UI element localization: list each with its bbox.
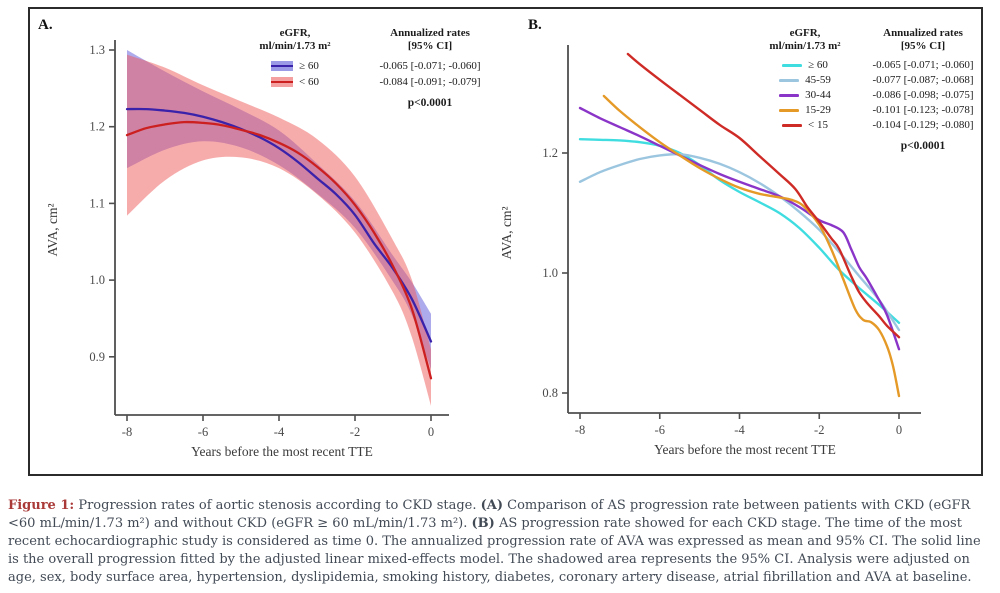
svg-text:0.8: 0.8 [542, 386, 558, 400]
legend-row: < 15 [750, 118, 860, 133]
color-swatch-line [271, 64, 294, 68]
caption-segment: (A) [480, 498, 504, 513]
legend-header-rates: Annualized rates [95% CI] [390, 27, 470, 52]
legend-row-label: ≥ 60 [299, 60, 319, 72]
legend-panel-a: eGFR, ml/min/1.73 m² Annualized rates [9… [230, 27, 500, 110]
caption-segment: Progression rates of aortic stenosis acc… [74, 498, 481, 513]
svg-text:1.0: 1.0 [89, 273, 105, 287]
caption-segment: (B) [471, 516, 495, 531]
panel-a-label: A. [38, 17, 53, 33]
svg-text:Years before the most recent T: Years before the most recent TTE [654, 442, 836, 457]
svg-text:1.1: 1.1 [89, 196, 105, 210]
svg-text:0: 0 [896, 423, 902, 437]
color-swatch [782, 124, 803, 127]
legend-row-value: -0.084 [-0.091; -0.079] [379, 76, 481, 88]
legend-row-label: ≥ 60 [808, 59, 828, 71]
svg-text:-8: -8 [122, 425, 132, 439]
legend-row: < 60 [230, 74, 360, 90]
legend-row-value: -0.077 [-0.087; -0.068] [872, 74, 974, 86]
color-swatch [782, 64, 803, 67]
legend-row-label: < 15 [808, 119, 828, 131]
svg-text:AVA, cm²: AVA, cm² [45, 203, 60, 256]
svg-text:-6: -6 [198, 425, 208, 439]
legend-row-label: 45-59 [805, 74, 831, 86]
svg-text:-4: -4 [274, 425, 285, 439]
p-value-text: p<0.0001 [407, 97, 453, 109]
legend-row: ≥ 60 [750, 58, 860, 73]
legend-row-label: < 60 [299, 76, 319, 88]
color-swatch [271, 77, 294, 87]
legend-header-egfr: eGFR, ml/min/1.73 m² [769, 27, 841, 52]
caption-segment: Comparison of AS progression rate betwee… [8, 498, 971, 531]
svg-text:-6: -6 [655, 423, 665, 437]
color-swatch [779, 109, 800, 112]
legend-row-value: -0.104 [-0.129; -0.080] [872, 119, 974, 131]
caption-segment: Figure 1: [8, 498, 75, 513]
color-swatch [779, 79, 800, 82]
svg-text:-2: -2 [350, 425, 360, 439]
color-swatch [779, 94, 800, 97]
legend-panel-b: eGFR, ml/min/1.73 m² Annualized rates [9… [750, 27, 986, 153]
legend-row: ≥ 60 [230, 58, 360, 74]
svg-text:0.9: 0.9 [89, 350, 105, 364]
legend-row: 15-29 [750, 103, 860, 118]
legend-row-label: 30-44 [805, 89, 831, 101]
svg-text:1.2: 1.2 [89, 120, 105, 134]
panel-b-label: B. [528, 17, 542, 33]
caption-segment: AS progression rate showed for each CKD … [8, 516, 981, 585]
legend-header-egfr: eGFR, ml/min/1.73 m² [259, 27, 331, 52]
svg-text:1.0: 1.0 [542, 266, 558, 280]
color-swatch-line [271, 80, 294, 84]
legend-row-value: -0.065 [-0.071; -0.060] [379, 60, 481, 72]
svg-text:0: 0 [428, 425, 434, 439]
legend-row-value: -0.101 [-0.123; -0.078] [872, 104, 974, 116]
svg-text:-8: -8 [575, 423, 585, 437]
legend-row-value: -0.065 [-0.071; -0.060] [872, 59, 974, 71]
svg-text:1.2: 1.2 [542, 146, 558, 160]
legend-row-value: -0.086 [-0.098; -0.075] [872, 89, 974, 101]
p-value-text: p<0.0001 [900, 140, 946, 152]
svg-text:Years before the most recent T: Years before the most recent TTE [191, 444, 373, 459]
legend-row: 45-59 [750, 73, 860, 88]
color-swatch [271, 61, 294, 71]
figure-caption: Figure 1: Progression rates of aortic st… [8, 497, 993, 587]
legend-row: 30-44 [750, 88, 860, 103]
legend-header-rates: Annualized rates [95% CI] [883, 27, 963, 52]
legend-row-label: 15-29 [805, 104, 831, 116]
svg-text:1.3: 1.3 [89, 43, 105, 57]
svg-text:-2: -2 [814, 423, 824, 437]
svg-text:-4: -4 [734, 423, 745, 437]
svg-text:AVA, cm²: AVA, cm² [499, 206, 514, 259]
